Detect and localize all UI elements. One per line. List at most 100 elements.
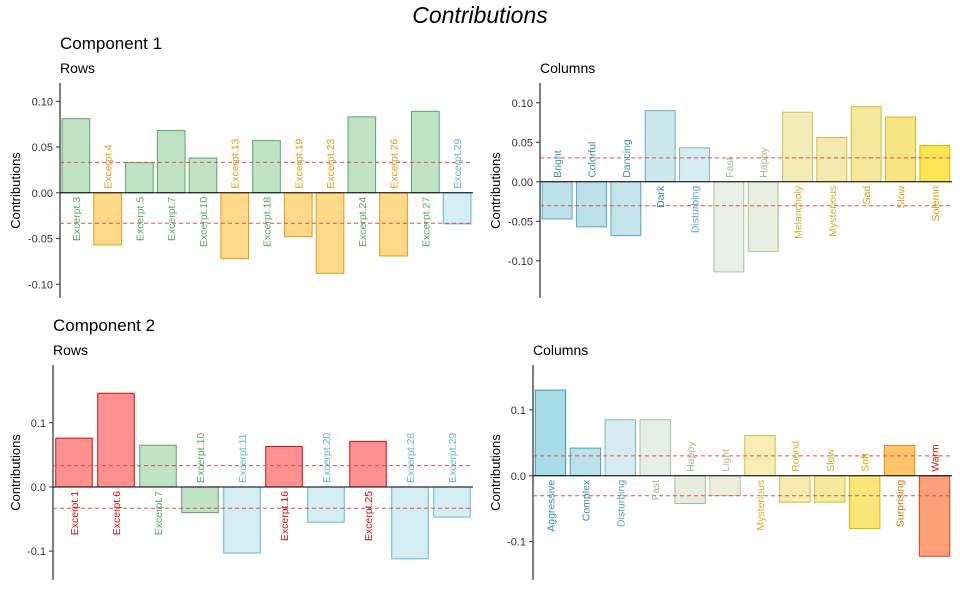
bar <box>55 437 93 488</box>
y-tick-label: 0.10 <box>512 98 533 110</box>
bar <box>747 181 779 252</box>
bar-label: Disturbing <box>615 480 627 527</box>
bar <box>639 419 671 477</box>
bar-label: Round <box>790 441 802 472</box>
bar <box>391 486 429 560</box>
y-tick-label: 0.1 <box>511 405 526 417</box>
bar <box>782 111 813 183</box>
y-axis-label: Contributions <box>8 434 23 511</box>
bar <box>779 475 811 503</box>
bar <box>223 486 261 554</box>
bar-label: Mysterious <box>827 186 839 237</box>
bar-label: Fast <box>650 480 662 501</box>
bar-label: Excerpt.4 <box>103 144 115 189</box>
bar <box>125 162 154 194</box>
bar-label: Excerpt.16 <box>279 491 291 541</box>
y-tick-label: -0.10 <box>28 279 53 291</box>
bar-label: Excerpt.19 <box>293 138 305 188</box>
bar-label: Excerpt.11 <box>237 433 249 483</box>
y-tick-label: -0.10 <box>508 256 533 268</box>
bar-label: Slow <box>825 449 837 472</box>
y-tick-label: 0.05 <box>512 137 533 149</box>
y-tick-label: 0.00 <box>32 188 53 200</box>
bar <box>188 157 218 194</box>
bar-label: Dark <box>655 185 667 208</box>
bar-label: Melancholy <box>793 185 805 239</box>
bar <box>919 144 951 183</box>
bar <box>814 475 846 503</box>
bar <box>610 181 642 237</box>
bar <box>534 389 567 477</box>
main-title: Contributions <box>412 2 548 28</box>
y-tick-label: -0.05 <box>28 234 53 246</box>
bar <box>849 475 881 530</box>
bar-label: Aggressive <box>545 480 557 532</box>
y-tick-label: 0.1 <box>31 418 46 430</box>
bar <box>307 486 345 523</box>
bar-label: Disturbing <box>690 186 702 233</box>
bar <box>156 130 186 194</box>
bar <box>265 446 303 488</box>
bar <box>61 118 91 194</box>
bar <box>347 116 377 194</box>
bar <box>283 192 313 238</box>
bar-label: Complex <box>580 479 592 521</box>
bar-label: Happy <box>685 441 697 472</box>
bar <box>569 447 602 477</box>
bar <box>885 116 916 183</box>
bar-label: Excerpt.13 <box>230 138 242 188</box>
y-tick-label: 0.0 <box>31 482 46 494</box>
panel-subtitle: Rows <box>53 342 88 358</box>
component-2-title: Component 2 <box>53 316 156 335</box>
y-axis-label: Contributions <box>8 152 23 229</box>
bar-label: Light <box>720 449 732 472</box>
bar-label: Colorful <box>587 142 599 178</box>
bar <box>816 137 848 183</box>
bar-label: Surprising <box>895 480 907 527</box>
bar <box>541 181 573 220</box>
bar-label: Excerpt.6 <box>111 491 123 536</box>
bar <box>604 419 636 477</box>
bar-label: Excerpt.3 <box>71 197 83 242</box>
bar-label: Bright <box>552 150 564 178</box>
bar <box>674 475 706 504</box>
bar-label: Excerpt.7 <box>153 491 165 536</box>
panel-subtitle: Rows <box>60 60 95 76</box>
y-tick-label: 0.10 <box>32 96 53 108</box>
panel-subtitle: Columns <box>533 342 588 358</box>
bar <box>883 444 916 477</box>
bar-label: Excerpt.20 <box>321 433 333 483</box>
bar-label: Excerpt.29 <box>452 138 464 188</box>
bar <box>433 486 471 518</box>
bar <box>709 475 741 497</box>
bar-label: Excerpt.29 <box>447 433 459 483</box>
bar-label: Excerpt.10 <box>198 197 210 247</box>
y-axis-label: Contributions <box>488 152 503 229</box>
y-axis-label: Contributions <box>488 434 503 511</box>
bar <box>315 192 345 274</box>
bar <box>349 440 387 488</box>
bar <box>93 192 122 246</box>
bar-label: Excerpt.18 <box>262 197 274 247</box>
y-tick-label: -0.1 <box>27 546 46 558</box>
bar-label: Dancing <box>621 139 633 178</box>
bar <box>850 106 882 183</box>
bar-label: Solemn <box>930 186 942 222</box>
bar-label: Excerpt.24 <box>357 197 369 247</box>
bar <box>379 192 408 257</box>
chart-panel-2: Columns Contributions -0.10 -0.05 0.00 0.05 0.… <box>488 60 952 298</box>
bar <box>679 147 710 183</box>
bar-label: Excerpt.7 <box>166 197 178 242</box>
y-tick-label: -0.1 <box>507 537 526 549</box>
bar-label: Sad <box>861 186 873 205</box>
y-tick-label: -0.05 <box>508 216 533 228</box>
bar-label: Mysterious <box>755 480 767 531</box>
y-tick-label: 0.0 <box>511 471 526 483</box>
bar-label: Excerpt.5 <box>134 197 146 242</box>
bar-label: Excerpt.1 <box>69 491 81 536</box>
bar-label: Excerpt.23 <box>325 138 337 188</box>
y-tick-label: 0.05 <box>32 142 53 154</box>
bar <box>411 110 440 194</box>
bar-label: Fast <box>724 157 736 178</box>
